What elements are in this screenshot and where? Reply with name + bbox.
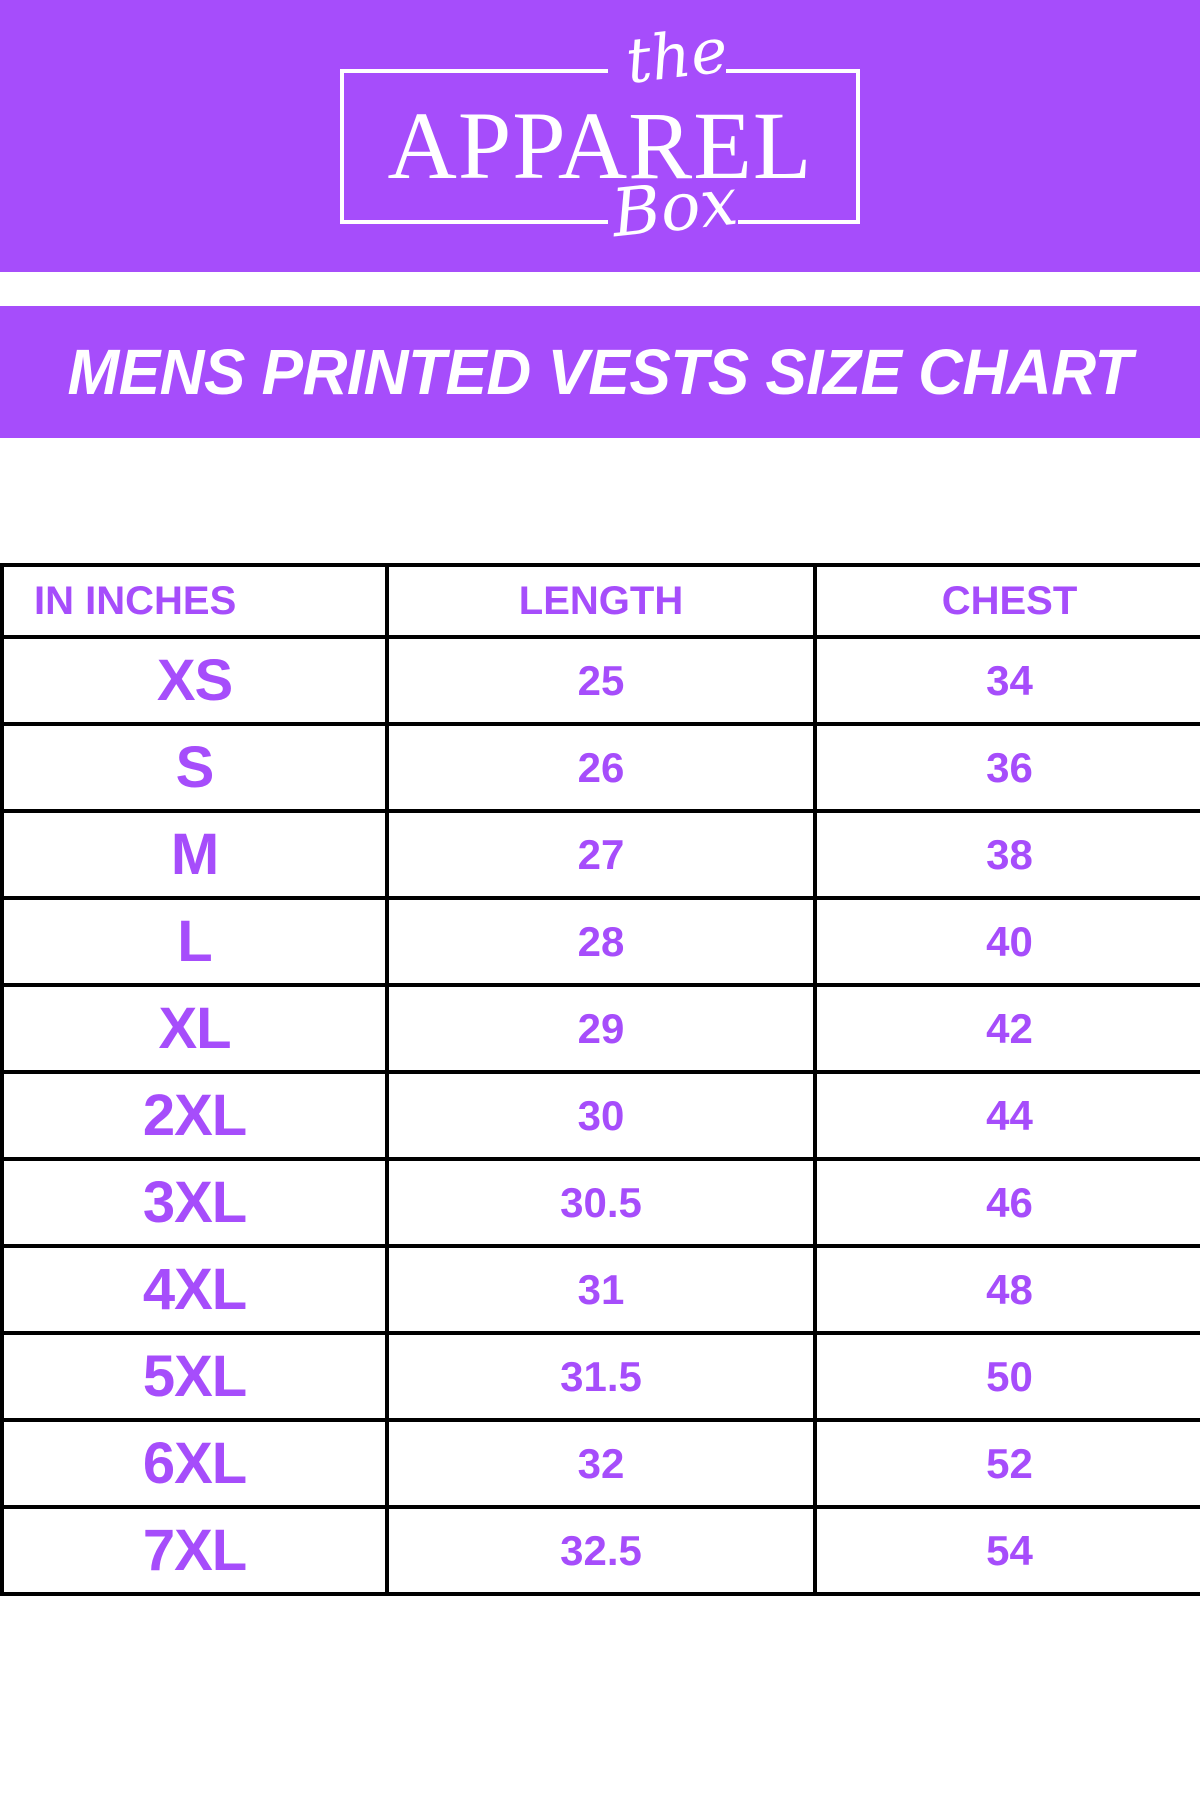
cell-chest: 52 [813, 1418, 1200, 1509]
cell-chest: 42 [813, 983, 1200, 1074]
cell-length: 25 [385, 635, 817, 726]
cell-chest: 46 [813, 1157, 1200, 1248]
column-header-length: LENGTH [385, 563, 817, 639]
cell-chest: 36 [813, 722, 1200, 813]
page-title-banner: MENS PRINTED VESTS SIZE CHART [0, 306, 1200, 438]
cell-length: 30.5 [385, 1157, 817, 1248]
table-row: L 28 40 [0, 896, 1200, 987]
cell-size: S [0, 722, 389, 813]
brand-logo: APPAREL the Box [340, 13, 860, 253]
table-row: 3XL 30.5 46 [0, 1157, 1200, 1248]
table-row: 7XL 32.5 54 [0, 1505, 1200, 1596]
logo-frame-notch-bottom-icon [608, 213, 738, 235]
cell-size: 5XL [0, 1331, 389, 1422]
column-header-chest: CHEST [813, 563, 1200, 639]
cell-chest: 50 [813, 1331, 1200, 1422]
cell-chest: 54 [813, 1505, 1200, 1596]
cell-size: M [0, 809, 389, 900]
table-row: 2XL 30 44 [0, 1070, 1200, 1161]
cell-chest: 34 [813, 635, 1200, 726]
cell-length: 31.5 [385, 1331, 817, 1422]
logo-script-the: the [621, 13, 732, 98]
cell-chest: 44 [813, 1070, 1200, 1161]
logo-frame-icon [340, 69, 860, 224]
table-row: M 27 38 [0, 809, 1200, 900]
brand-logo-banner: APPAREL the Box [0, 0, 1200, 272]
cell-length: 30 [385, 1070, 817, 1161]
cell-size: 7XL [0, 1505, 389, 1596]
cell-size: 2XL [0, 1070, 389, 1161]
page-title: MENS PRINTED VESTS SIZE CHART [67, 336, 1133, 408]
cell-chest: 40 [813, 896, 1200, 987]
table-row: S 26 36 [0, 722, 1200, 813]
logo-script-box: Box [608, 162, 742, 253]
cell-size: L [0, 896, 389, 987]
cell-size: 4XL [0, 1244, 389, 1335]
table-row: 5XL 31.5 50 [0, 1331, 1200, 1422]
table-row: XL 29 42 [0, 983, 1200, 1074]
cell-size: XL [0, 983, 389, 1074]
cell-length: 28 [385, 896, 817, 987]
size-chart-table: IN INCHES LENGTH CHEST XS 25 34 S 26 36 … [0, 563, 1200, 1596]
cell-chest: 48 [813, 1244, 1200, 1335]
table-row: XS 25 34 [0, 635, 1200, 726]
logo-frame-notch-top-icon [608, 61, 726, 81]
table-header-row: IN INCHES LENGTH CHEST [0, 563, 1200, 639]
cell-length: 27 [385, 809, 817, 900]
column-header-size: IN INCHES [0, 563, 389, 639]
cell-length: 26 [385, 722, 817, 813]
logo-wordmark: APPAREL [387, 92, 813, 199]
cell-chest: 38 [813, 809, 1200, 900]
table-row: 6XL 32 52 [0, 1418, 1200, 1509]
cell-length: 32.5 [385, 1505, 817, 1596]
cell-size: 3XL [0, 1157, 389, 1248]
cell-length: 31 [385, 1244, 817, 1335]
cell-size: 6XL [0, 1418, 389, 1509]
cell-length: 32 [385, 1418, 817, 1509]
table-row: 4XL 31 48 [0, 1244, 1200, 1335]
cell-size: XS [0, 635, 389, 726]
cell-length: 29 [385, 983, 817, 1074]
table-body: XS 25 34 S 26 36 M 27 38 L 28 40 XL 29 [0, 635, 1200, 1596]
